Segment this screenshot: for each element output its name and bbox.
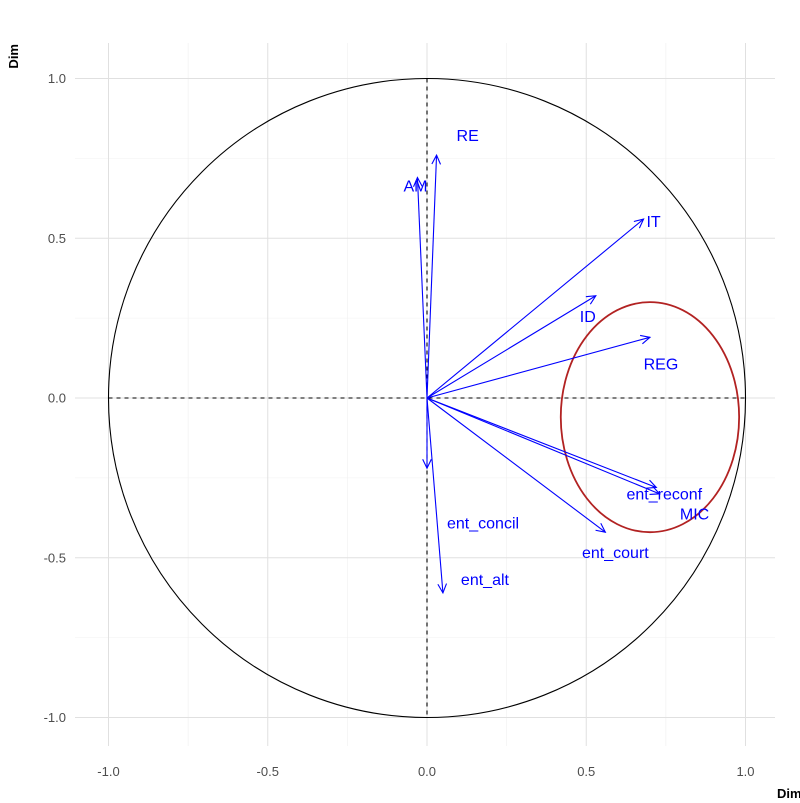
x-tick-label: -1.0 bbox=[97, 764, 119, 779]
reference-lines bbox=[107, 77, 747, 719]
arrow-id bbox=[426, 295, 597, 399]
arrow-ent-alt bbox=[426, 397, 448, 595]
label-ent-alt: ent_alt bbox=[461, 572, 510, 589]
y-tick-label: 0.0 bbox=[48, 391, 66, 406]
arrow-ent-court bbox=[426, 397, 607, 533]
x-tick-label: 0.5 bbox=[577, 764, 595, 779]
label-am: AM bbox=[403, 179, 427, 196]
arrow-ent-concil bbox=[422, 398, 432, 470]
y-tick-label: 1.0 bbox=[48, 71, 66, 86]
label-it: IT bbox=[646, 214, 660, 231]
label-ent-concil: ent_concil bbox=[447, 515, 519, 532]
label-re: RE bbox=[457, 128, 479, 145]
variable-labels: RE AM IT ID REG ent_concil ent_reconf MIC ent_co… bbox=[403, 128, 709, 589]
tick-labels: -1.0 -0.5 0.0 0.5 1.0 1.0 0.5 0.0 -0.5 -1.0 bbox=[44, 71, 755, 779]
grid bbox=[75, 43, 775, 746]
y-axis-title: Dim bbox=[6, 44, 21, 69]
y-tick-label: -0.5 bbox=[44, 550, 66, 565]
y-tick-label: 0.5 bbox=[48, 231, 66, 246]
y-tick-label: -1.0 bbox=[44, 710, 66, 725]
label-ent-reconf: ent_reconf bbox=[627, 486, 703, 503]
x-axis-title: Dim bbox=[777, 786, 800, 801]
variable-arrows bbox=[412, 153, 661, 595]
label-mic: MIC bbox=[680, 506, 709, 523]
x-tick-label: -0.5 bbox=[257, 764, 279, 779]
highlight-ellipse bbox=[559, 301, 741, 534]
arrow-re bbox=[426, 153, 442, 399]
x-tick-label: 1.0 bbox=[736, 764, 754, 779]
arrow-it bbox=[426, 218, 645, 399]
arrow-am bbox=[412, 176, 428, 399]
arrow-reg bbox=[426, 334, 652, 399]
x-tick-label: 0.0 bbox=[418, 764, 436, 779]
arrow-ent-reconf bbox=[426, 397, 658, 489]
label-reg: REG bbox=[644, 356, 679, 373]
label-id: ID bbox=[580, 309, 596, 326]
label-ent-court: ent_court bbox=[582, 545, 649, 562]
arrow-mic bbox=[426, 397, 661, 495]
